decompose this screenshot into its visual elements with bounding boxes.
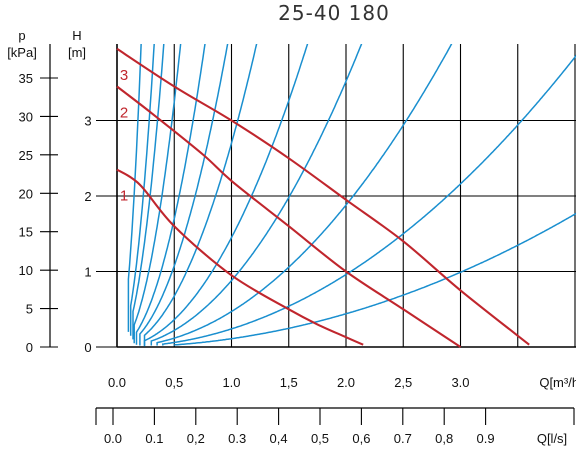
head-tick-label: 2	[84, 189, 91, 204]
pressure-tick-label: 35	[19, 71, 33, 86]
flow-m3h-tick-label: 2.0	[337, 375, 355, 390]
head-tick-label: 3	[84, 114, 91, 129]
system-curve	[129, 44, 155, 336]
system-curve	[135, 44, 206, 345]
system-curve	[127, 44, 142, 332]
pressure-tick-label: 10	[19, 263, 33, 278]
flow-ls-tick-label: 0.0	[104, 431, 122, 446]
flow-ls-tick-label: 0,8	[435, 431, 453, 446]
pressure-tick-label: 30	[19, 109, 33, 124]
flow-ls-axis-unit: Q[l/s]	[537, 431, 567, 446]
system-curve	[132, 44, 165, 340]
flow-ls-tick-label: 0.9	[477, 431, 495, 446]
pump-curve-label-1: 1	[120, 188, 128, 205]
system-curve	[150, 44, 363, 346]
pressure-tick-label: 0	[26, 340, 33, 355]
flow-m3h-axis-unit: Q[m³/h]	[539, 375, 576, 390]
system-curve	[143, 44, 309, 347]
system-curve	[143, 44, 258, 346]
pump-curve-label-2: 2	[120, 105, 128, 122]
pressure-tick-label: 15	[19, 225, 33, 240]
system-curve	[139, 44, 229, 346]
pressure-axis-symbol: p	[18, 28, 25, 43]
head-axis-unit: [m]	[68, 45, 86, 60]
system-curve	[156, 44, 453, 346]
pump-curve-label-3: 3	[120, 67, 128, 84]
flow-ls-tick-label: 0.3	[228, 431, 246, 446]
flow-m3h-tick-label: 2,5	[394, 375, 412, 390]
head-tick-label: 0	[84, 340, 91, 355]
pressure-tick-label: 5	[26, 302, 33, 317]
flow-m3h-tick-label: 0,5	[165, 375, 183, 390]
grid	[116, 44, 576, 348]
pump-curve-2	[116, 85, 462, 348]
system-curve	[133, 44, 182, 344]
flow-m3h-tick-label: 1.0	[222, 375, 240, 390]
flow-ls-tick-label: 0,5	[311, 431, 329, 446]
pressure-tick-label: 20	[19, 186, 33, 201]
flow-ls-tick-label: 0,4	[270, 431, 288, 446]
flow-m3h-tick-label: 3.0	[451, 375, 469, 390]
flow-ls-tick-label: 0,6	[352, 431, 370, 446]
pump-curve-1	[116, 168, 364, 346]
head-tick-label: 1	[84, 265, 91, 280]
pressure-axis-unit: [kPa]	[7, 45, 37, 60]
chart-title: 25-40 180	[278, 1, 390, 25]
pump-curves: 1 2 3	[116, 47, 530, 348]
head-axis-symbol: H	[72, 28, 81, 43]
pressure-tick-label: 25	[19, 148, 33, 163]
flow-ls-tick-label: 0.1	[145, 431, 163, 446]
flow-m3h-tick-label: 0.0	[108, 375, 126, 390]
system-curve	[173, 212, 576, 346]
flow-ls-tick-label: 0.7	[394, 431, 412, 446]
system-curves	[127, 44, 576, 347]
pump-curve-3	[116, 47, 530, 346]
flow-m3h-tick-label: 1,5	[280, 375, 298, 390]
system-curve	[162, 54, 576, 346]
flow-ls-tick-label: 0,2	[187, 431, 205, 446]
